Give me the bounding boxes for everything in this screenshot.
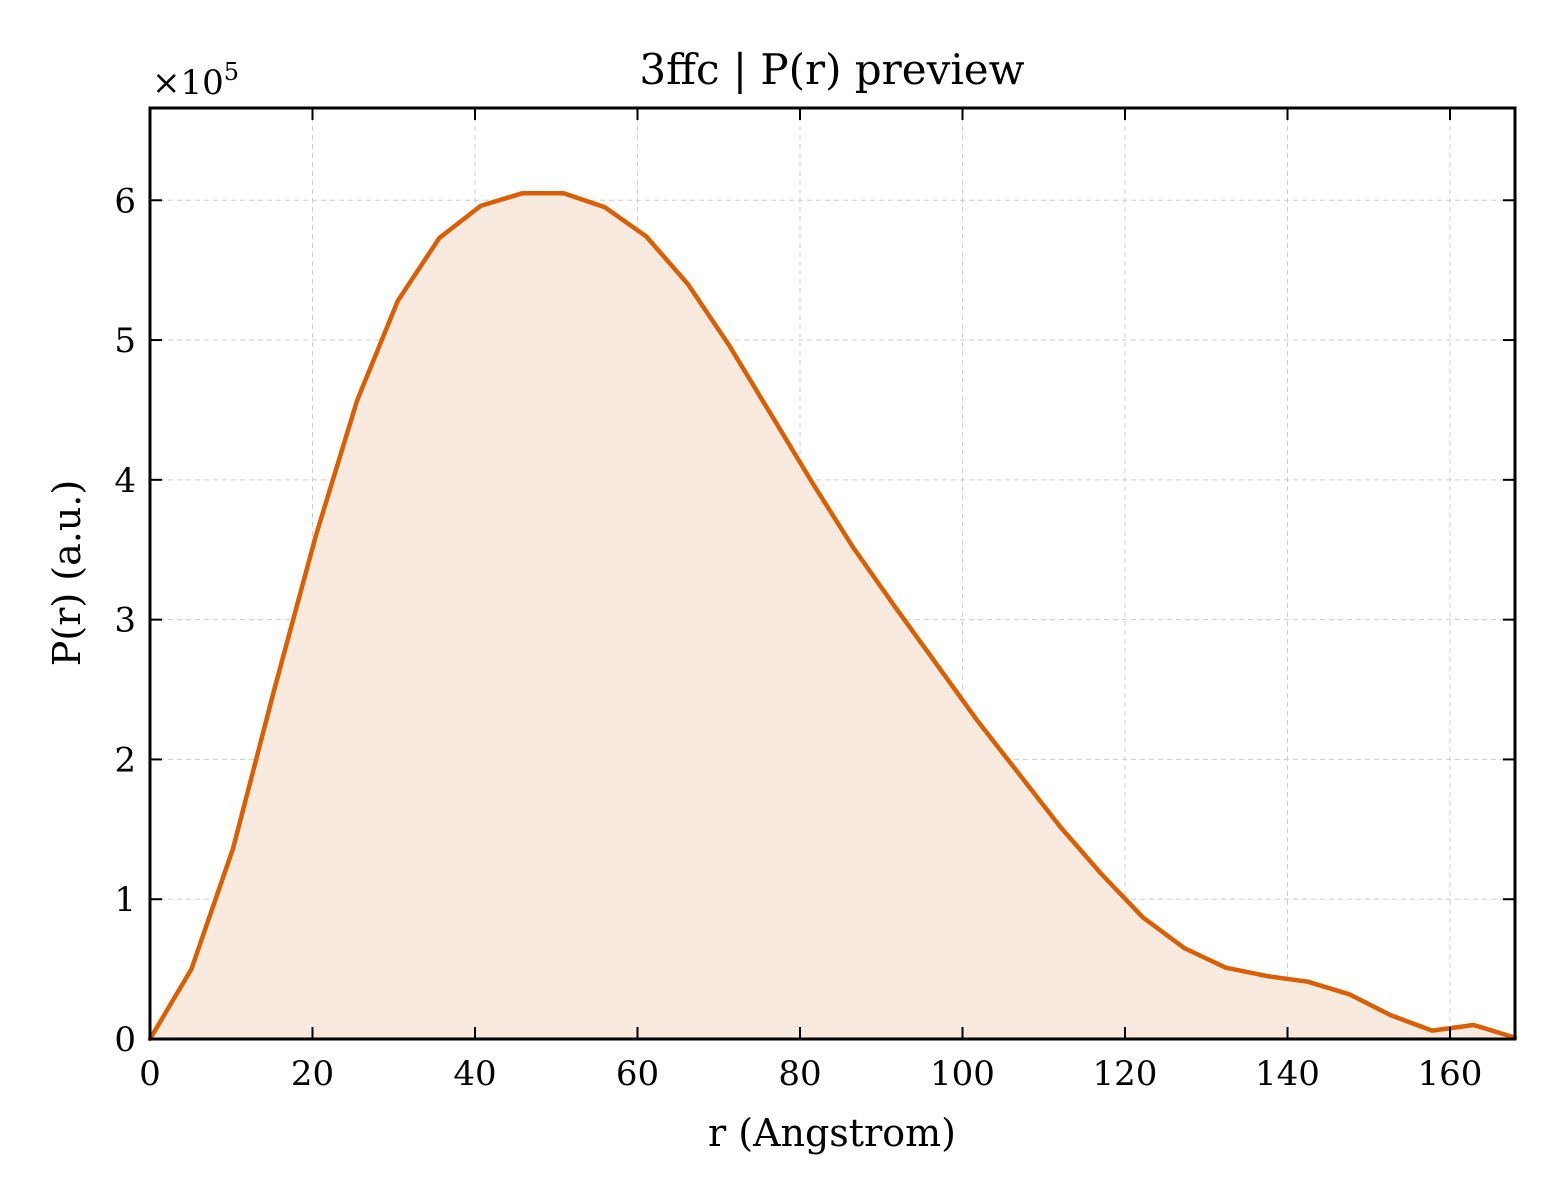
- y-tick-label: 0: [114, 1020, 136, 1060]
- x-tick-label: 160: [1418, 1054, 1483, 1094]
- x-tick-label: 0: [139, 1054, 161, 1094]
- x-tick-label: 80: [778, 1054, 821, 1094]
- x-tick-label: 40: [453, 1054, 496, 1094]
- x-axis-label: r (Angstrom): [708, 1111, 956, 1155]
- y-axis-label: P(r) (a.u.): [45, 480, 89, 666]
- x-tick-label: 100: [930, 1054, 995, 1094]
- y-tick-label: 5: [114, 321, 136, 361]
- x-tick-label: 20: [291, 1054, 334, 1094]
- y-multiplier-base: ×10: [152, 63, 224, 103]
- y-tick-label: 1: [114, 880, 136, 920]
- y-tick-label: 6: [114, 181, 136, 221]
- y-multiplier-exponent: 5: [224, 58, 239, 86]
- y-tick-label: 3: [114, 601, 136, 641]
- series-area-fill: [150, 193, 1515, 1040]
- x-tick-label: 140: [1255, 1054, 1320, 1094]
- labels: 3ffc | P(r) preview r (Angstrom) P(r) (a…: [45, 45, 1025, 1155]
- series-line: [147, 191, 1518, 1042]
- ticks: 0 20 40 60 80 100 120 140 160 0 1 2 3 4 5 6: [114, 108, 1515, 1094]
- chart-title: 3ffc | P(r) preview: [639, 45, 1024, 94]
- plot-frame: [148, 106, 1517, 1041]
- data-layer: [147, 191, 1518, 1042]
- y-tick-label: 2: [114, 740, 136, 780]
- x-tick-label: 60: [616, 1054, 659, 1094]
- y-multiplier-label: ×105: [152, 58, 239, 103]
- y-tick-label: 4: [114, 461, 136, 501]
- x-tick-label: 120: [1093, 1054, 1158, 1094]
